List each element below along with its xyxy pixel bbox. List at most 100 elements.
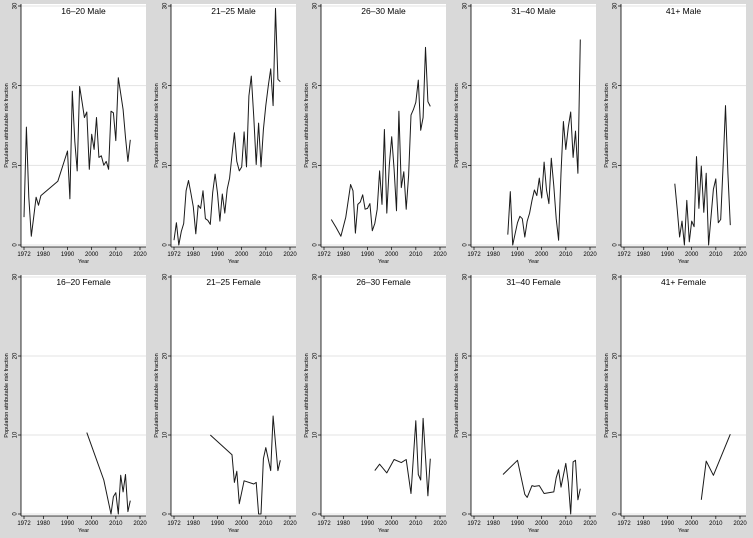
panel: 0 10 20 30 1972 1980 1990 2000 2010 2020 Year Popul… <box>604 2 747 265</box>
y-tick-label: 10 <box>463 431 469 438</box>
x-tick-label: 2000 <box>685 521 699 527</box>
y-tick-label: 0 <box>13 512 19 516</box>
x-tick-label: 1972 <box>17 252 31 258</box>
y-tick-label: 20 <box>613 82 619 89</box>
y-tick-label: 0 <box>613 243 619 247</box>
x-tick-label: 2010 <box>559 252 573 258</box>
x-tick-label: 1990 <box>211 252 225 258</box>
y-tick-label: 10 <box>613 161 619 168</box>
y-tick-label: 30 <box>163 273 169 280</box>
panel-title: 41+ Female <box>661 277 706 287</box>
y-tick-label: 0 <box>13 243 19 247</box>
x-tick-label: 2000 <box>385 252 399 258</box>
panel-title: 21–25 Female <box>206 277 261 287</box>
x-tick-label: 2020 <box>433 252 447 258</box>
x-tick-label: 2010 <box>109 252 123 258</box>
panel-title: 16–20 Male <box>61 6 106 16</box>
y-axis-label: Population attributable risk fraction <box>304 83 310 167</box>
y-tick-label: 20 <box>313 352 319 359</box>
x-tick-label: 1980 <box>37 521 51 527</box>
y-tick-label: 0 <box>463 512 469 516</box>
x-axis-label: Year <box>78 528 89 534</box>
panel-title: 31–40 Female <box>506 277 561 287</box>
x-axis-label: Year <box>378 259 389 265</box>
y-tick-label: 10 <box>313 431 319 438</box>
x-tick-label: 1980 <box>487 521 501 527</box>
x-tick-label: 2000 <box>385 521 399 527</box>
x-tick-label: 1990 <box>361 252 375 258</box>
y-tick-label: 20 <box>313 82 319 89</box>
y-tick-label: 20 <box>13 352 19 359</box>
y-tick-label: 10 <box>13 161 19 168</box>
y-tick-label: 10 <box>163 161 169 168</box>
x-tick-label: 2010 <box>109 521 123 527</box>
data-line <box>330 46 431 237</box>
x-tick-label: 1990 <box>61 252 75 258</box>
y-tick-label: 20 <box>463 352 469 359</box>
y-tick-label: 30 <box>613 273 619 280</box>
plot-area <box>171 4 296 247</box>
y-axis-label: Population attributable risk fraction <box>154 353 160 437</box>
data-line <box>209 415 281 515</box>
panel-title: 26–30 Female <box>356 277 411 287</box>
x-tick-label: 2020 <box>133 521 147 527</box>
y-tick-label: 0 <box>163 243 169 247</box>
plot-area <box>471 4 596 247</box>
y-tick-label: 0 <box>163 512 169 516</box>
y-tick-label: 0 <box>613 512 619 516</box>
x-tick-label: 2020 <box>733 521 747 527</box>
x-tick-label: 1980 <box>637 252 651 258</box>
x-axis-label: Year <box>228 528 239 534</box>
x-axis-label: Year <box>528 528 539 534</box>
data-line <box>86 432 131 515</box>
panel-title: 16–20 Female <box>56 277 111 287</box>
y-axis-label: Population attributable risk fraction <box>604 353 610 437</box>
x-tick-label: 2020 <box>583 521 597 527</box>
data-line <box>502 459 581 515</box>
x-axis-label: Year <box>228 259 239 265</box>
y-tick-label: 20 <box>163 352 169 359</box>
x-axis-label: Year <box>378 528 389 534</box>
x-axis-label: Year <box>678 259 689 265</box>
x-axis-label: Year <box>678 528 689 534</box>
y-axis-label: Population attributable risk fraction <box>304 353 310 437</box>
x-tick-label: 2010 <box>409 521 423 527</box>
y-axis-label: Population attributable risk fraction <box>454 353 460 437</box>
y-tick-label: 0 <box>313 243 319 247</box>
x-tick-label: 2000 <box>85 252 99 258</box>
y-tick-label: 30 <box>463 273 469 280</box>
x-tick-label: 2010 <box>709 521 723 527</box>
y-tick-label: 0 <box>463 243 469 247</box>
x-tick-label: 1972 <box>167 252 181 258</box>
y-tick-label: 30 <box>613 2 619 9</box>
plot-area <box>471 275 596 516</box>
y-axis-label: Population attributable risk fraction <box>4 353 10 437</box>
x-tick-label: 2010 <box>259 521 273 527</box>
y-tick-label: 0 <box>313 512 319 516</box>
x-tick-label: 1990 <box>211 521 225 527</box>
x-tick-label: 1972 <box>467 252 481 258</box>
x-tick-label: 2000 <box>535 252 549 258</box>
plot-area <box>21 4 146 247</box>
panel-title: 31–40 Male <box>511 6 556 16</box>
panel-title: 21–25 Male <box>211 6 256 16</box>
x-tick-label: 2010 <box>409 252 423 258</box>
y-tick-label: 30 <box>163 2 169 9</box>
x-tick-label: 1990 <box>661 252 675 258</box>
panel: 0 10 20 30 1972 1980 1990 2000 2010 2020 Year Popul… <box>4 2 147 265</box>
x-tick-label: 1990 <box>361 521 375 527</box>
x-tick-label: 1990 <box>511 252 525 258</box>
x-tick-label: 1980 <box>637 521 651 527</box>
data-line <box>674 105 731 246</box>
data-line <box>507 39 581 246</box>
y-tick-label: 30 <box>313 2 319 9</box>
plot-area <box>321 275 446 516</box>
x-tick-label: 2010 <box>709 252 723 258</box>
plot-area <box>621 4 746 247</box>
plot-area <box>171 275 296 516</box>
panel: 0 10 20 30 1972 1980 1990 2000 2010 2020 Year Popul… <box>454 2 597 265</box>
x-tick-label: 1972 <box>317 252 331 258</box>
x-tick-label: 2010 <box>559 521 573 527</box>
panel: 0 10 20 30 1972 1980 1990 2000 2010 2020 Year Popul… <box>304 2 447 265</box>
